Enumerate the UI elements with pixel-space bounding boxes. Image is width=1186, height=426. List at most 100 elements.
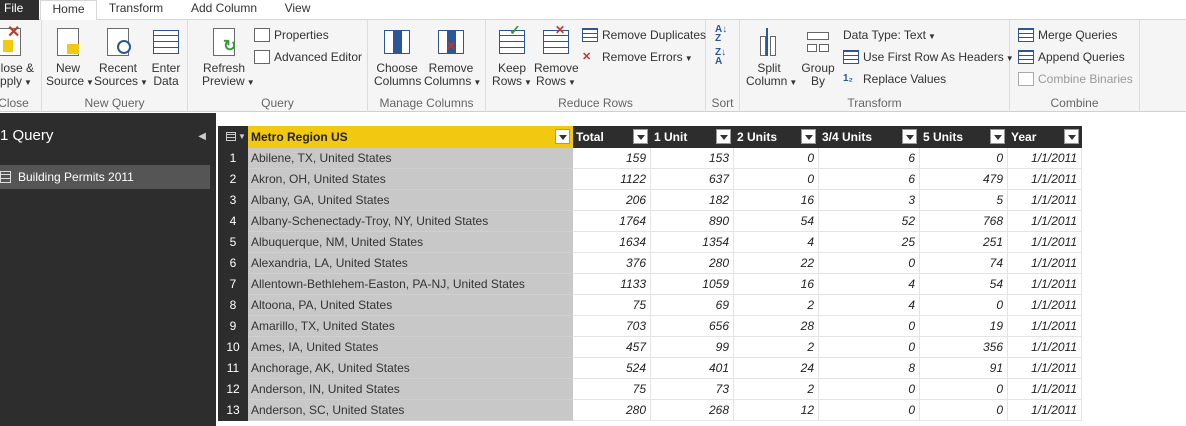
cell-year[interactable]: 1/1/2011 [1008,316,1082,337]
group-by-button[interactable]: Group By [798,26,838,88]
cell-2-units[interactable]: 22 [734,253,819,274]
refresh-preview-button[interactable]: ↻ Refresh Preview ▼ [202,26,255,89]
cell-2-units[interactable]: 2 [734,295,819,316]
column-header-3-4-units[interactable]: 3/4 Units [819,126,920,148]
cell-metro-region[interactable]: Altoona, PA, United States [248,295,573,316]
filter-dropdown-icon[interactable] [555,129,570,144]
cell-metro-region[interactable]: Albany, GA, United States [248,190,573,211]
cell-total[interactable]: 75 [573,379,651,400]
cell-year[interactable]: 1/1/2011 [1008,190,1082,211]
cell-total[interactable]: 1634 [573,232,651,253]
row-number[interactable]: 5 [218,232,248,253]
cell-3-4-units[interactable]: 0 [819,379,920,400]
column-header-total[interactable]: Total [573,126,651,148]
cell-5-units[interactable]: 19 [920,316,1008,337]
cell-2-units[interactable]: 0 [734,169,819,190]
row-number[interactable]: 10 [218,337,248,358]
cell-year[interactable]: 1/1/2011 [1008,358,1082,379]
row-number[interactable]: 9 [218,316,248,337]
row-number[interactable]: 13 [218,400,248,421]
cell-3-4-units[interactable]: 52 [819,211,920,232]
cell-1-unit[interactable]: 280 [651,253,734,274]
cell-metro-region[interactable]: Anchorage, AK, United States [248,358,573,379]
cell-3-4-units[interactable]: 0 [819,337,920,358]
column-header-year[interactable]: Year [1008,126,1082,148]
cell-3-4-units[interactable]: 4 [819,274,920,295]
tab-view[interactable]: View [284,1,311,15]
remove-rows-button[interactable]: ✕ Remove Rows ▼ [534,24,579,89]
remove-duplicates-button[interactable]: Remove Duplicates [582,25,706,45]
cell-year[interactable]: 1/1/2011 [1008,295,1082,316]
cell-1-unit[interactable]: 182 [651,190,734,211]
cell-metro-region[interactable]: Ames, IA, United States [248,337,573,358]
filter-dropdown-icon[interactable] [801,129,816,144]
replace-values-button[interactable]: 1₂ Replace Values [843,69,946,89]
cell-5-units[interactable]: 0 [920,295,1008,316]
cell-total[interactable]: 524 [573,358,651,379]
cell-5-units[interactable]: 91 [920,358,1008,379]
cell-total[interactable]: 159 [573,148,651,169]
cell-5-units[interactable]: 356 [920,337,1008,358]
cell-2-units[interactable]: 54 [734,211,819,232]
advanced-editor-button[interactable]: Advanced Editor [254,47,362,67]
column-header-1-unit[interactable]: 1 Unit [651,126,734,148]
cell-1-unit[interactable]: 1059 [651,274,734,295]
cell-total[interactable]: 457 [573,337,651,358]
filter-dropdown-icon[interactable] [1064,129,1079,144]
cell-3-4-units[interactable]: 6 [819,148,920,169]
cell-2-units[interactable]: 12 [734,400,819,421]
tab-home[interactable]: Home [40,0,97,21]
query-item[interactable]: Building Permits 2011 [0,165,210,189]
cell-5-units[interactable]: 479 [920,169,1008,190]
cell-metro-region[interactable]: Albuquerque, NM, United States [248,232,573,253]
row-number[interactable]: 2 [218,169,248,190]
cell-2-units[interactable]: 28 [734,316,819,337]
collapse-pane-icon[interactable]: ◀ [198,131,206,142]
row-number[interactable]: 6 [218,253,248,274]
cell-1-unit[interactable]: 637 [651,169,734,190]
cell-2-units[interactable]: 16 [734,274,819,295]
row-number[interactable]: 4 [218,211,248,232]
filter-dropdown-icon[interactable] [633,129,648,144]
cell-total[interactable]: 1122 [573,169,651,190]
cell-3-4-units[interactable]: 0 [819,400,920,421]
keep-rows-button[interactable]: ✓ Keep Rows ▼ [492,23,532,89]
cell-total[interactable]: 280 [573,400,651,421]
tab-file[interactable]: File [0,0,39,20]
cell-total[interactable]: 206 [573,190,651,211]
append-queries-button[interactable]: Append Queries [1018,47,1125,67]
row-number[interactable]: 1 [218,148,248,169]
recent-sources-button[interactable]: Recent Sources ▼ [94,26,148,89]
cell-1-unit[interactable]: 69 [651,295,734,316]
row-number[interactable]: 7 [218,274,248,295]
split-column-button[interactable]: Split Column ▼ [746,26,797,89]
cell-1-unit[interactable]: 268 [651,400,734,421]
cell-total[interactable]: 75 [573,295,651,316]
cell-1-unit[interactable]: 656 [651,316,734,337]
properties-button[interactable]: Properties [254,25,329,45]
column-header-metro-region[interactable]: Metro Region US [248,126,573,148]
cell-2-units[interactable]: 24 [734,358,819,379]
cell-5-units[interactable]: 54 [920,274,1008,295]
cell-metro-region[interactable]: Abilene, TX, United States [248,148,573,169]
cell-year[interactable]: 1/1/2011 [1008,169,1082,190]
column-header-5-units[interactable]: 5 Units [920,126,1008,148]
cell-3-4-units[interactable]: 0 [819,253,920,274]
column-header-2-units[interactable]: 2 Units [734,126,819,148]
cell-year[interactable]: 1/1/2011 [1008,400,1082,421]
cell-2-units[interactable]: 4 [734,232,819,253]
cell-year[interactable]: 1/1/2011 [1008,232,1082,253]
data-type-dropdown[interactable]: Data Type: Text ▼ [843,28,936,42]
cell-year[interactable]: 1/1/2011 [1008,253,1082,274]
cell-1-unit[interactable]: 1354 [651,232,734,253]
enter-data-button[interactable]: Enter Data [146,26,186,88]
cell-total[interactable]: 1133 [573,274,651,295]
cell-total[interactable]: 1764 [573,211,651,232]
cell-metro-region[interactable]: Albany-Schenectady-Troy, NY, United Stat… [248,211,573,232]
cell-1-unit[interactable]: 890 [651,211,734,232]
cell-2-units[interactable]: 2 [734,379,819,400]
new-source-button[interactable]: New Source ▼ [46,26,94,89]
cell-metro-region[interactable]: Anderson, SC, United States [248,400,573,421]
cell-2-units[interactable]: 2 [734,337,819,358]
cell-year[interactable]: 1/1/2011 [1008,211,1082,232]
